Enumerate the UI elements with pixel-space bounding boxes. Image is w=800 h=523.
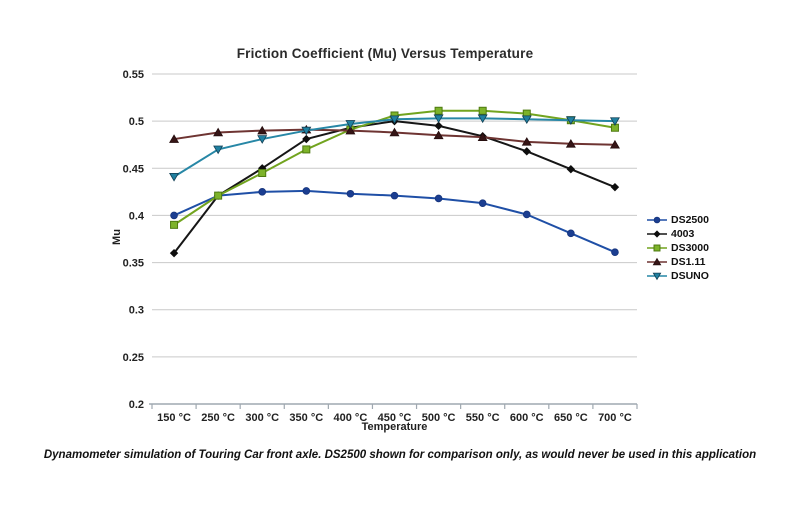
legend-label: DS2500: [671, 214, 709, 226]
DS2500-point-marker: [567, 229, 575, 238]
DS3000-point-marker: [653, 244, 661, 252]
DSUNO-point-marker: [169, 172, 180, 182]
series-line-4003: [173, 120, 616, 254]
DS2500-point-marker: [611, 248, 619, 257]
DS3000-point-marker: [214, 191, 223, 200]
DS1.11-point-marker: [389, 127, 400, 137]
DS3000-point-marker: [302, 145, 311, 154]
DSUNO-point-marker: [521, 115, 532, 125]
y-tick-label: 0.45: [123, 163, 144, 175]
4003-legend-marker-icon: [647, 230, 667, 238]
DS1.11-legend-marker-icon: [647, 257, 667, 266]
DS2500-legend-marker-icon: [647, 216, 667, 224]
x-tick-label: 350 °C: [289, 412, 323, 424]
legend-label: DSUNO: [671, 270, 709, 282]
x-tick-label: 400 °C: [334, 412, 368, 424]
DSUNO-point-marker: [389, 115, 400, 125]
y-tick-label: 0.55: [123, 69, 144, 81]
legend-label: DS3000: [671, 242, 709, 254]
y-tick-label: 0.4: [129, 210, 145, 222]
legend-item-DS3000: DS3000: [647, 241, 709, 255]
4003-point-marker: [434, 121, 443, 131]
4003-point-marker: [566, 165, 576, 174]
DS2500-point-marker: [346, 189, 355, 198]
DS1.11-point-marker: [565, 138, 576, 148]
DSUNO-point-marker: [652, 272, 662, 281]
DS1.11-point-marker: [257, 125, 268, 135]
4003-point-marker: [302, 134, 311, 144]
x-tick-label: 150 °C: [157, 412, 191, 424]
x-tick-label: 600 °C: [510, 412, 544, 424]
chart-caption: Dynamometer simulation of Touring Car fr…: [43, 449, 757, 461]
legend-label: DS1.11: [671, 256, 706, 268]
DSUNO-point-marker: [301, 126, 312, 136]
chart-title: Friction Coefficient (Mu) Versus Tempera…: [236, 46, 534, 61]
DSUNO-point-marker: [433, 114, 444, 124]
4003-point-marker: [610, 182, 620, 192]
DS3000-legend-marker-icon: [647, 244, 667, 252]
legend-item-DS2500: DS2500: [647, 213, 709, 227]
DS3000-point-marker: [434, 106, 443, 115]
legend-item-DSUNO: DSUNO: [647, 269, 709, 283]
DS1.11-point-marker: [213, 127, 224, 137]
y-tick-label: 0.2: [129, 399, 144, 411]
DS1.11-point-marker: [169, 134, 180, 143]
legend-label: 4003: [671, 228, 695, 240]
DS3000-point-marker: [478, 106, 487, 115]
y-tick-label: 0.35: [123, 258, 144, 270]
x-tick-label: 500 °C: [422, 412, 456, 424]
DS1.11-point-marker: [345, 125, 356, 135]
x-tick-label: 250 °C: [201, 412, 235, 424]
DS1.11-point-marker: [433, 130, 444, 140]
y-tick-label: 0.3: [129, 305, 144, 317]
x-tick-label: 300 °C: [245, 412, 279, 424]
DS3000-point-marker: [170, 220, 179, 229]
DS2500-point-marker: [653, 216, 661, 224]
x-tick-label: 550 °C: [466, 412, 500, 424]
DS2500-point-marker: [434, 194, 443, 203]
x-tick-label: 450 °C: [378, 412, 412, 424]
4003-point-marker: [653, 230, 661, 238]
DS3000-point-marker: [258, 169, 267, 177]
DS1.11-point-marker: [609, 139, 620, 149]
DSUNO-point-marker: [477, 114, 488, 124]
DS2500-point-marker: [170, 211, 178, 220]
DSUNO-point-marker: [609, 117, 620, 126]
x-tick-label: 700 °C: [598, 412, 632, 424]
DSUNO-point-marker: [213, 145, 224, 155]
legend-item-4003: 4003: [647, 227, 709, 241]
chart-legend: DS2500 4003 DS3000 DS1.11 DSUNO: [647, 213, 709, 283]
4003-point-marker: [522, 147, 531, 156]
DSUNO-point-marker: [257, 135, 268, 144]
legend-item-DS1.11: DS1.11: [647, 255, 709, 269]
DS2500-point-marker: [390, 191, 399, 200]
y-tick-label: 0.5: [129, 116, 144, 128]
DSUNO-legend-marker-icon: [647, 272, 667, 281]
x-tick-label: 650 °C: [554, 412, 588, 424]
x-axis-title: Temperature: [361, 421, 428, 433]
DS2500-point-marker: [258, 188, 267, 196]
4003-point-marker: [169, 248, 179, 258]
DS1.11-point-marker: [652, 257, 662, 266]
DS2500-point-marker: [522, 210, 531, 219]
DS1.11-point-marker: [477, 132, 488, 141]
y-tick-label: 0.25: [123, 352, 144, 364]
DS2500-point-marker: [478, 199, 487, 207]
series-line-DS2500: [173, 189, 616, 254]
DSUNO-point-marker: [565, 116, 576, 125]
DS2500-point-marker: [302, 187, 311, 195]
DS1.11-point-marker: [521, 137, 532, 146]
DSUNO-point-marker: [345, 120, 356, 129]
